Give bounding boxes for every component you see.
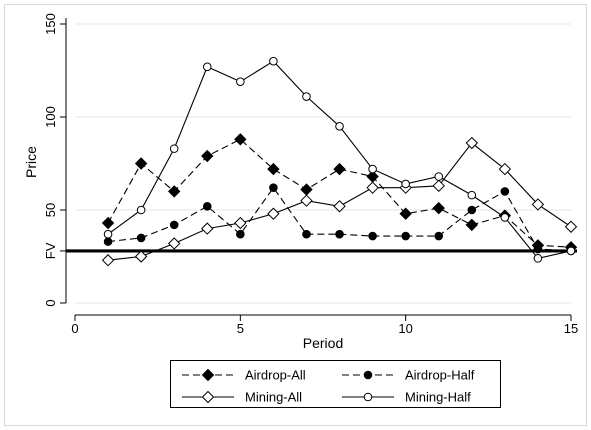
point-mining-half-10 [401,179,410,189]
point-mining-half-7 [302,92,311,101]
chart-frame [4,4,587,426]
fv-tick-label: FV [43,242,58,259]
point-airdrop-half-4 [202,201,212,211]
legend-item-mining-all: Mining-All [182,390,302,405]
legend-label-mining-half: Mining-Half [405,390,471,405]
legend-item-airdrop-all: Airdrop-All [182,368,306,383]
point-mining-all-9 [366,181,379,194]
point-airdrop-all-10 [399,207,412,220]
legend-marker-mining-all [201,390,215,404]
y-axis-title: Price [23,146,39,178]
point-mining-all-5 [234,216,247,230]
point-airdrop-half-13 [500,187,510,196]
legend-box [170,360,501,408]
legend-marker-airdrop-all [201,368,215,382]
point-airdrop-half-11 [434,231,444,241]
point-airdrop-half-2 [136,233,146,243]
legend-label-airdrop-half: Airdrop-Half [405,368,475,383]
y-tick-label-2: 100 [43,106,58,128]
point-mining-half-6 [269,56,278,66]
point-mining-all-13 [498,162,512,176]
legend-item-mining-half: Mining-Half [342,390,471,405]
x-tick-label-3: 15 [564,321,578,336]
x-tick-label-1: 5 [237,321,244,336]
y-tick-label-0: 0 [43,299,58,306]
point-mining-all-6 [267,207,280,220]
point-airdrop-half-1 [103,237,113,246]
point-mining-half-11 [434,172,444,181]
point-mining-half-3 [169,144,179,153]
point-mining-all-12 [465,136,479,150]
point-mining-all-8 [333,200,346,213]
point-mining-all-15 [564,220,578,233]
point-mining-all-14 [531,198,545,211]
legend-marker-mining-half [363,392,373,402]
point-airdrop-all-5 [234,133,247,146]
point-mining-half-14 [533,254,543,263]
point-airdrop-all-6 [267,162,280,176]
legend: Airdrop-All Airdrop-Half Mining-All Mining-… [170,360,501,408]
point-airdrop-all-4 [201,149,214,163]
point-mining-all-3 [167,237,181,250]
point-airdrop-all-12 [465,218,479,232]
point-mining-all-4 [201,222,214,235]
y-tick-label-1: 50 [43,203,58,217]
point-airdrop-half-14 [533,244,543,254]
point-airdrop-half-6 [269,183,278,192]
legend-item-airdrop-half: Airdrop-Half [342,368,475,383]
point-airdrop-half-12 [467,205,477,215]
y-tick-label-3: 150 [43,13,58,35]
point-airdrop-all-8 [333,162,346,176]
point-airdrop-all-3 [167,185,181,198]
point-airdrop-half-5 [236,229,245,239]
point-mining-half-1 [103,229,113,239]
point-airdrop-half-9 [368,231,377,241]
point-airdrop-all-11 [432,201,445,215]
point-mining-half-5 [236,77,245,86]
point-mining-half-13 [500,213,510,222]
x-tick-label-2: 10 [398,321,412,336]
x-axis-title: Period [303,335,343,351]
point-mining-half-2 [136,205,146,215]
point-airdrop-half-7 [302,229,311,239]
point-mining-all-7 [300,194,313,207]
point-airdrop-all-1 [101,216,115,230]
point-airdrop-half-10 [401,231,410,241]
point-airdrop-all-2 [134,157,148,170]
series-mining-half [103,56,576,263]
point-mining-all-1 [101,254,115,267]
point-mining-all-2 [134,250,148,263]
x-tick-label-0: 0 [71,321,78,336]
legend-marker-airdrop-half [363,370,373,380]
point-mining-half-9 [368,164,377,174]
point-mining-all-11 [432,179,445,193]
legend-label-airdrop-all: Airdrop-All [245,368,306,383]
point-mining-half-8 [335,122,344,131]
point-mining-half-12 [467,190,477,200]
legend-label-mining-all: Mining-All [245,390,302,405]
point-mining-half-4 [202,62,212,72]
point-airdrop-half-8 [335,229,344,239]
point-mining-half-15 [566,246,576,256]
point-airdrop-half-3 [169,220,179,230]
